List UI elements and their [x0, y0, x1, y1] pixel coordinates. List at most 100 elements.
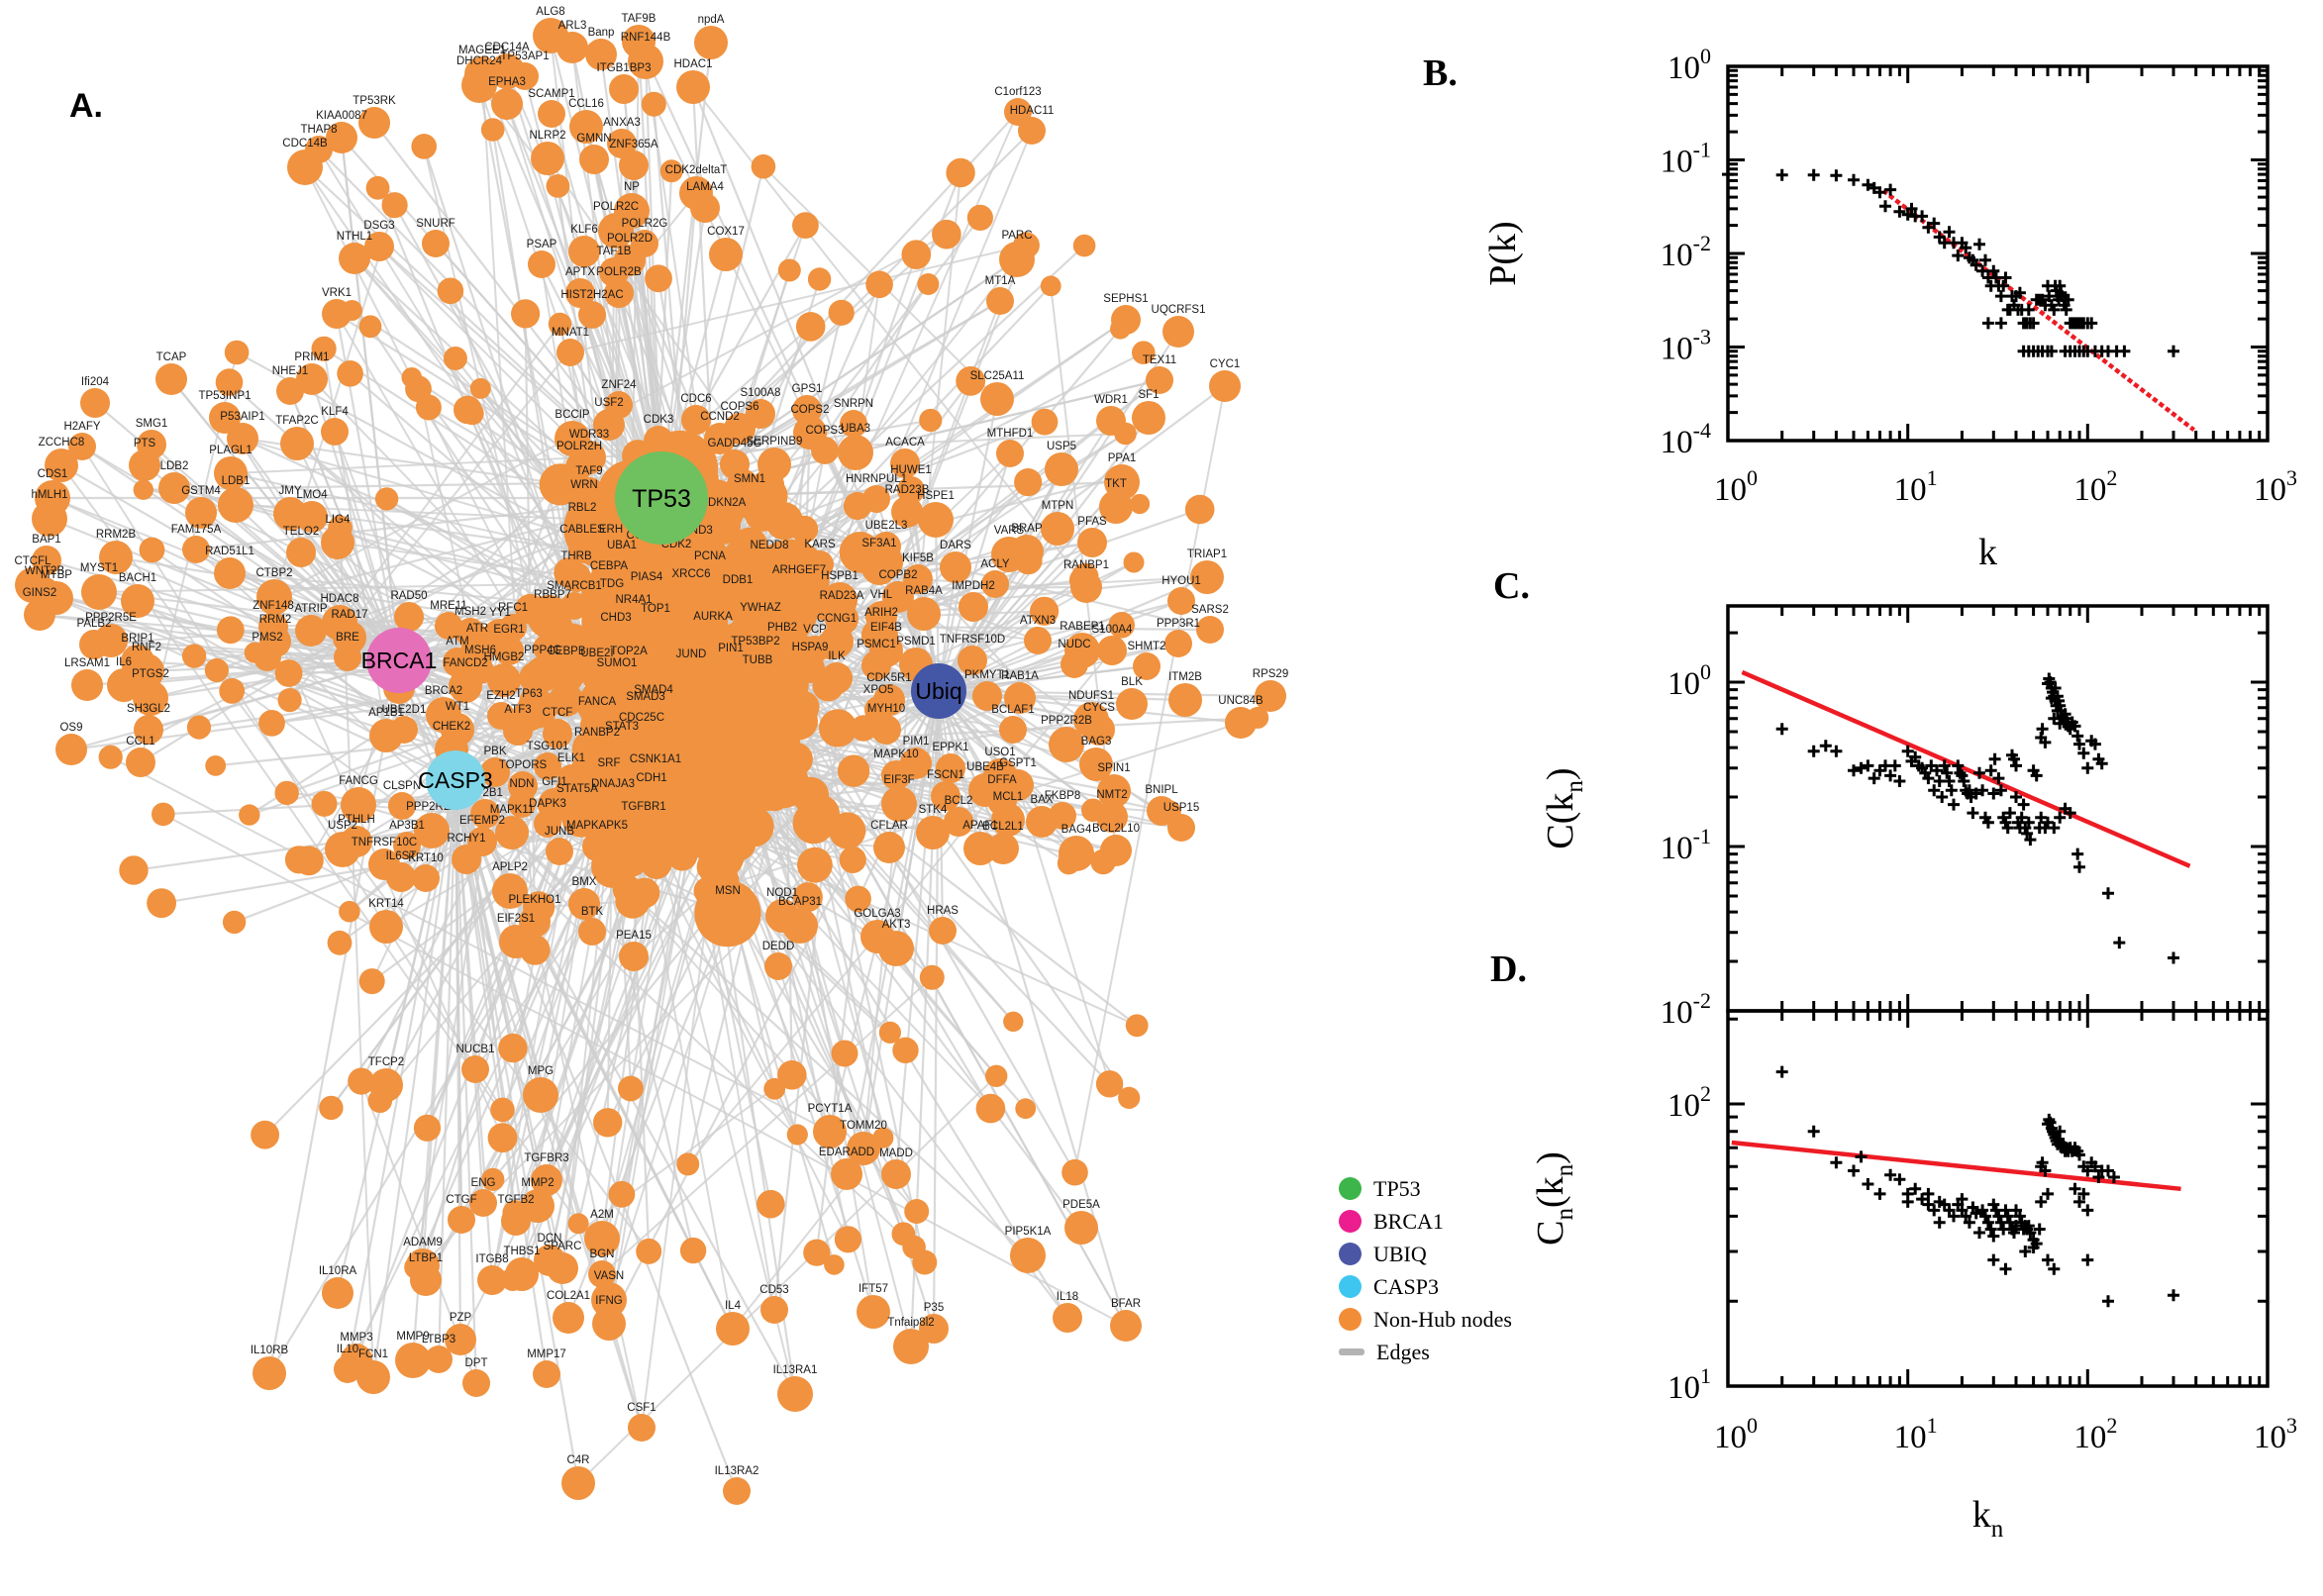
network-filler-node	[831, 1040, 858, 1067]
network-node	[593, 409, 625, 441]
network-node	[813, 1115, 847, 1148]
network-node-label: WNT2B	[25, 565, 65, 577]
network-node	[394, 602, 424, 632]
network-node-label: FANCD2	[443, 657, 487, 669]
network-node-label: DDB1	[723, 574, 754, 586]
network-node-label: CABLES	[559, 524, 605, 536]
network-filler-node	[358, 968, 385, 995]
network-node-label: RAB1A	[1001, 670, 1039, 682]
network-filler-node	[546, 174, 570, 198]
network-node	[1024, 627, 1052, 654]
network-node	[470, 799, 500, 829]
network-node	[1070, 571, 1102, 603]
network-node	[469, 1189, 497, 1217]
network-node-label: H2AFY	[63, 421, 100, 433]
network-node-label: MTPN	[1042, 500, 1074, 512]
x-axis-title: kn​	[1972, 1494, 2004, 1543]
network-node	[569, 110, 603, 144]
network-node	[68, 433, 96, 460]
network-node	[321, 418, 349, 446]
network-node-label: ACLY	[980, 558, 1010, 570]
network-node-label: CDC14A	[484, 42, 530, 53]
network-node-label: ITGB8	[475, 1253, 508, 1265]
network-node-label: MCL1	[993, 791, 1024, 803]
network-node-label: STK4	[919, 804, 948, 816]
network-filler-node	[133, 479, 153, 500]
network-node-label: TAF9B	[622, 13, 656, 25]
network-node	[881, 760, 911, 790]
network-node	[878, 931, 914, 966]
network-filler-node	[1030, 596, 1060, 626]
network-node	[704, 423, 736, 454]
network-node-label: POLR2D	[607, 233, 653, 245]
network-filler-node	[878, 1021, 902, 1044]
network-node	[626, 724, 657, 755]
network-node	[890, 449, 920, 478]
network-node	[578, 918, 606, 946]
network-node-label: CD53	[759, 1284, 788, 1296]
network-node	[1190, 560, 1224, 594]
network-node	[523, 1077, 558, 1113]
network-filler-node	[803, 1239, 831, 1266]
network-node-label: NHEJ1	[272, 365, 308, 377]
network-filler-node	[679, 1237, 707, 1264]
network-node	[492, 873, 528, 909]
network-edge	[638, 41, 940, 692]
network-node	[903, 564, 933, 594]
network-filler-node	[797, 847, 833, 883]
network-node-label: VHL	[870, 589, 893, 601]
network-node	[495, 816, 529, 849]
network-filler-node	[792, 212, 819, 240]
network-node	[578, 301, 606, 329]
network-filler-node	[339, 900, 360, 923]
network-node	[549, 657, 584, 693]
network-node-label: HSPB1	[821, 570, 858, 582]
network-node-label: EZH2	[486, 690, 515, 702]
network-filler-node	[224, 340, 250, 365]
network-filler-node	[1125, 1014, 1149, 1038]
network-node-label: hMLH1	[31, 489, 67, 501]
network-node	[635, 784, 668, 818]
axis-ticks	[1726, 64, 2270, 443]
network-filler-node	[251, 1120, 279, 1149]
network-node-label: RAD23B	[885, 484, 930, 496]
network-filler-node	[946, 157, 975, 188]
legend-item-tp53: TP53	[1339, 1172, 1512, 1205]
network-node-label: PALB2	[77, 618, 112, 630]
network-node	[709, 238, 743, 271]
network-node-label: EIF2S1	[497, 913, 535, 925]
network-edge	[938, 664, 1148, 693]
network-node-label: SNURF	[416, 218, 455, 230]
network-filler-node	[215, 368, 244, 396]
network-filler-node	[865, 270, 893, 299]
network-node	[720, 449, 750, 479]
network-filler-node	[1123, 551, 1145, 573]
network-node-label: FCN1	[358, 1348, 388, 1360]
network-node-label: DHCR24	[456, 55, 503, 67]
network-node-label: RAD17	[331, 609, 367, 621]
network-filler-node	[786, 1124, 808, 1146]
network-node-label: RAB4A	[905, 585, 943, 597]
network-node-label: RAD51L1	[205, 546, 254, 557]
network-node-label: TOP2A	[610, 646, 648, 657]
axis-ticks	[1726, 606, 2270, 1013]
network-node-label: MMP2	[521, 1177, 554, 1189]
fit-line	[1881, 188, 2196, 433]
network-filler-node	[216, 616, 245, 645]
network-node	[1147, 796, 1176, 826]
network-node-label: CDK2deltaT	[665, 164, 728, 176]
network-filler-node	[365, 175, 390, 200]
network-node-label: FSCN1	[927, 769, 964, 781]
network-node	[764, 952, 792, 980]
network-node	[1045, 452, 1078, 486]
network-node	[1064, 1211, 1098, 1245]
legend-item-label: Non-Hub nodes	[1373, 1306, 1512, 1332]
network-node	[1132, 401, 1165, 435]
network-edge	[599, 53, 663, 499]
network-node-label: BAX	[1030, 794, 1053, 806]
network-node	[570, 491, 598, 519]
network-node-label: MSN	[715, 885, 741, 897]
network-node-label: BCL2L1	[982, 821, 1024, 833]
network-node-label: TCAP	[156, 351, 187, 363]
